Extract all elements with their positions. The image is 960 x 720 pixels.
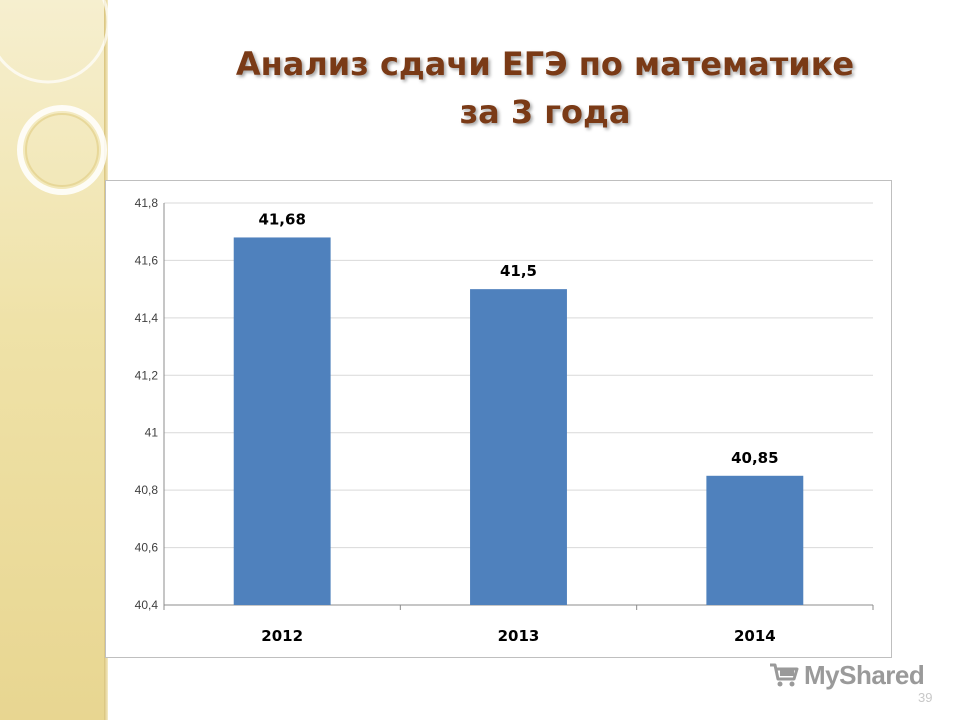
bar-2012: [233, 237, 331, 605]
data-label: 41,5: [500, 262, 537, 280]
data-label: 40,85: [731, 449, 778, 467]
y-tick-label: 40,6: [135, 541, 159, 555]
bar-chart: 40,4 40,6 40,8 41 41,2 41,4 41,6 41,8 41,68 2012 4…: [135, 196, 874, 645]
shopping-cart-icon: [770, 663, 799, 687]
y-tick-label: 40,4: [135, 598, 159, 612]
watermark-text: MyShared: [804, 659, 925, 690]
y-tick-label: 41,4: [135, 311, 159, 325]
y-tick-label: 40,8: [135, 483, 159, 497]
x-tick-label: 2013: [498, 627, 540, 645]
y-tick-label: 41: [145, 426, 159, 440]
slide-title-line-2: за 3 года: [459, 93, 631, 131]
page-number: 39: [918, 690, 933, 705]
y-tick-label: 41,8: [135, 196, 159, 210]
y-tick-label: 41,6: [135, 253, 159, 267]
data-label: 41,68: [258, 210, 305, 228]
chart-frame: 40,4 40,6 40,8 41 41,2 41,4 41,6 41,8 41,68 2012 4…: [105, 180, 892, 658]
bar-2014: [706, 475, 804, 605]
slide-title-line-1: Анализ сдачи ЕГЭ по математике: [235, 45, 855, 83]
x-tick-label: 2014: [734, 627, 776, 645]
bar-2013: [470, 289, 567, 605]
x-tick-label: 2012: [261, 627, 303, 645]
y-tick-label: 41,2: [135, 368, 159, 382]
watermark: MyShared: [768, 659, 925, 690]
slide-title: Анализ сдачи ЕГЭ по математике за 3 года: [200, 40, 890, 136]
decorative-circles: [0, 0, 110, 195]
